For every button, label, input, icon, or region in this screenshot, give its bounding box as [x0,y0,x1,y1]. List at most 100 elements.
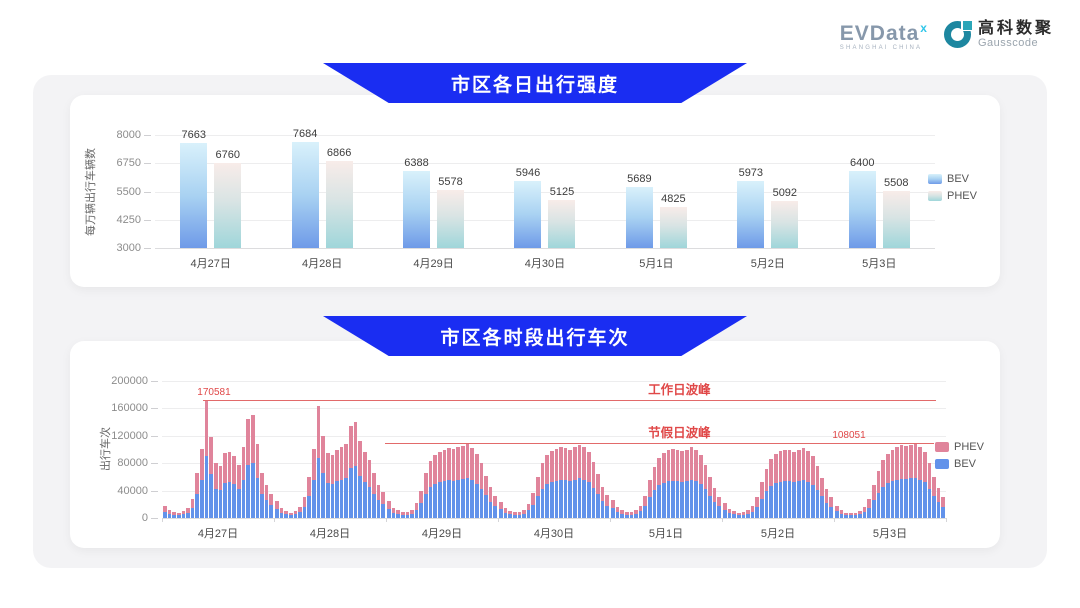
phev-segment [820,478,824,497]
phev-segment [703,464,708,490]
stacked-bar [634,381,638,518]
bev-segment [573,479,577,518]
phev-segment [596,474,600,495]
phev-segment [387,500,391,509]
phev-segment [200,448,204,481]
stacked-bar [643,381,647,518]
bev-segment [648,497,652,518]
stacked-bar [600,381,605,518]
stacked-bar [778,381,783,518]
stacked-bar [298,381,302,518]
phev-segment [372,473,376,495]
stacked-bar [484,381,488,518]
bev-segment [853,514,858,518]
bev-segment [293,514,298,518]
bev-segment [396,513,400,518]
phev-segment [517,511,522,515]
chart2-x-axis-labels: 4月27日 4月28日 4月29日 4月30日 5月1日 5月2日 5月3日 [162,525,946,541]
bev-segment [815,489,820,518]
legend-label: BEV [954,458,977,470]
x-tick-mark [162,518,163,522]
stacked-bar [241,381,246,518]
phev-segment [339,447,344,480]
phev-segment [461,446,465,479]
stacked-bar [223,381,227,518]
day-group-4月30日 [498,381,610,518]
stacked-bar [479,381,484,518]
stacked-bar [732,381,736,518]
bev-segment [723,509,727,518]
legend-item-phev[interactable]: PHEV [928,190,977,202]
bev-segment [447,480,451,518]
stacked-bar [186,381,190,518]
y-tick-label: 200000 [111,375,148,387]
bev-segment [810,484,815,518]
legend-item-bev[interactable]: BEV [928,173,977,185]
bev-segment [517,514,522,518]
bev-segment [844,514,848,518]
bev-segment [741,514,746,518]
bev-bar: 5973 [737,167,765,248]
bev-segment [298,511,302,518]
legend-item-bev[interactable]: BEV [935,458,984,470]
stacked-bar [536,381,540,518]
phev-segment [783,449,787,482]
evdata-logo: EVDatax SHANGHAI CHINA [840,18,928,51]
bev-segment [913,477,918,518]
gausscode-icon [943,19,973,48]
stacked-bar [680,381,684,518]
phev-segment [797,450,801,482]
phev-segment [652,466,657,491]
stacked-bar [396,381,400,518]
bev-segment [200,480,204,518]
legend-label: BEV [947,173,970,185]
bar-value-label: 5578 [438,175,463,188]
day-group-4月28日 [274,381,386,518]
evdata-logo-text: EVDatax [839,21,928,45]
bev-segment [344,478,348,518]
stacked-bar [232,381,236,518]
x-axis-label: 4月28日 [309,528,351,540]
bar-value-label: 7663 [181,128,206,141]
phev-segment [773,453,778,484]
bev-segment [279,512,284,518]
bev-segment [302,507,307,518]
chart1-title-banner: 市区各日出行强度 [323,63,747,103]
phev-segment [522,509,526,514]
phev-segment [284,511,288,515]
gridline: 200000 [111,375,946,387]
stacked-bar [913,381,918,518]
phev-segment [895,446,899,480]
stacked-bar [806,381,810,518]
stacked-bar [517,381,522,518]
bev-segment [661,483,666,518]
phev-segment [862,507,867,513]
chart2-title: 市区各时段出行车次 [440,327,630,349]
phev-segment [172,511,176,515]
stacked-bar [769,381,773,518]
stacked-bar [167,381,172,518]
phev-swatch [928,191,942,201]
stacked-bar [275,381,279,518]
x-tick-mark [946,518,947,522]
bar-group-4月29日: 6388 5578 [378,135,489,248]
phev-segment [932,476,936,496]
legend-item-phev[interactable]: PHEV [935,441,984,453]
day-group-4月29日 [386,381,498,518]
phev-segment [801,448,806,481]
x-axis-label: 4月29日 [421,528,463,540]
phev-segment [890,449,895,482]
x-axis-label: 4月28日 [301,258,343,270]
bev-segment [708,495,712,518]
phev-segment [190,498,195,508]
stacked-bar [493,381,497,518]
stacked-bar [936,381,941,518]
stacked-bar [391,381,396,518]
bev-segment [611,508,615,518]
stacked-bar [200,381,204,518]
bev-segment [405,514,410,518]
x-axis-label: 4月30日 [533,528,575,540]
bev-segment [568,481,572,518]
bev-segment [694,481,698,518]
phev-segment [353,422,358,466]
